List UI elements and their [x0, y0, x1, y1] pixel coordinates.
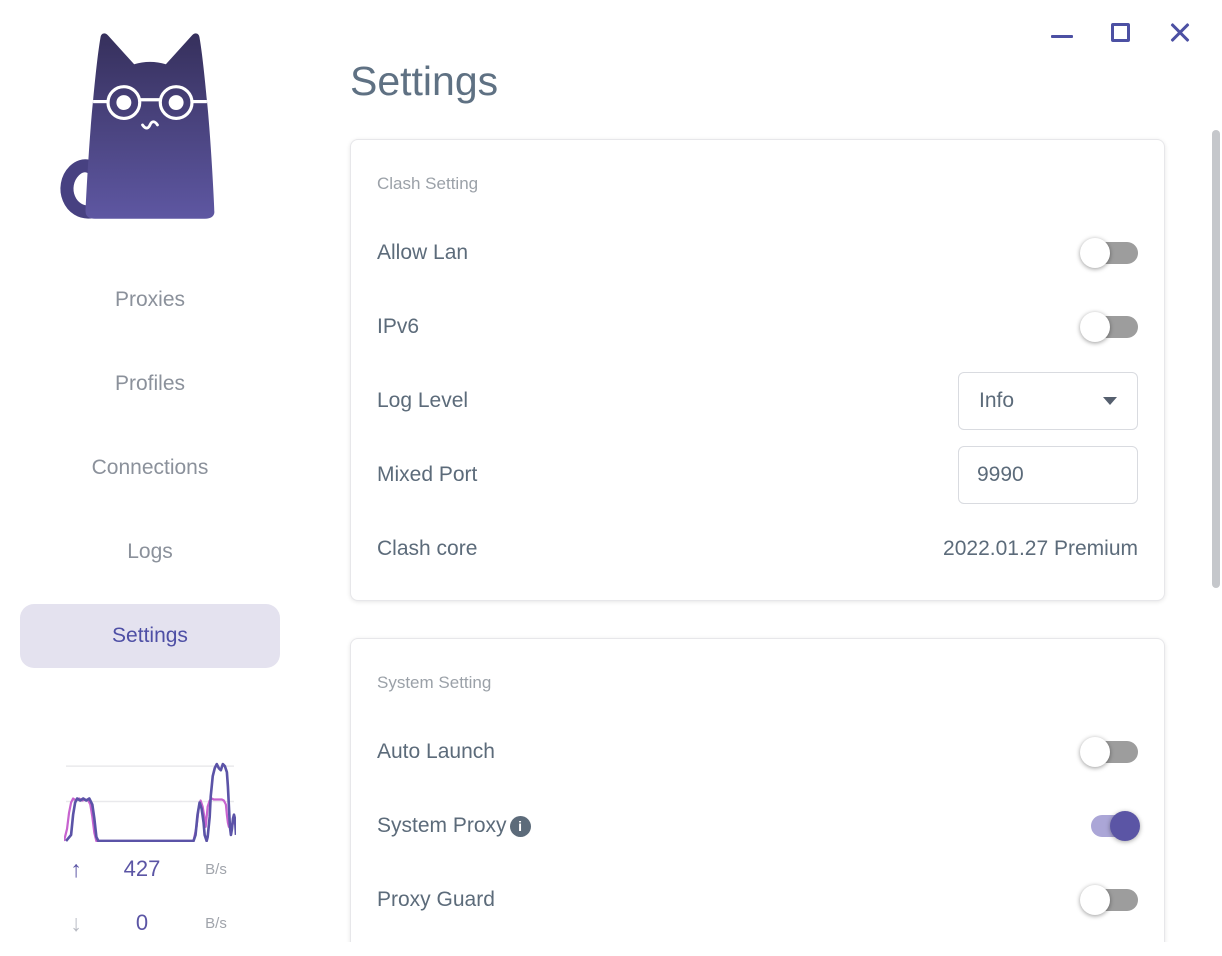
- ipv6-row: IPv6: [377, 290, 1138, 364]
- clash-cat-logo: [60, 33, 215, 219]
- clash-core-label: Clash core: [377, 537, 478, 560]
- sidebar-item-settings[interactable]: Settings: [20, 604, 280, 668]
- auto-launch-toggle[interactable]: [1080, 735, 1138, 769]
- upload-speed-value: 427: [123, 856, 161, 881]
- toggle-knob: [1110, 811, 1140, 841]
- clash-core-row: Clash core 2022.01.27 Premium: [377, 512, 1138, 586]
- sidebar-item-proxies[interactable]: Proxies: [114, 288, 186, 311]
- download-arrow-icon: ↓: [70, 909, 82, 936]
- maximize-button[interactable]: [1111, 22, 1130, 42]
- close-button[interactable]: [1168, 20, 1192, 44]
- scrollbar-thumb[interactable]: [1212, 130, 1220, 588]
- sidebar: Proxies Profiles Connections Logs Settin…: [0, 0, 300, 956]
- cat-mouth: [141, 120, 159, 130]
- log-level-row: Log Level Info: [377, 364, 1138, 438]
- download-speed-unit: B/s: [205, 914, 227, 932]
- system-proxy-label: System Proxy i: [377, 814, 531, 838]
- upload-speed-unit: B/s: [205, 860, 227, 878]
- log-level-label: Log Level: [377, 389, 469, 412]
- toggle-knob: [1080, 238, 1110, 268]
- log-level-select[interactable]: Info: [958, 372, 1138, 430]
- toggle-knob: [1080, 312, 1110, 342]
- download-speed-row: ↓ 0 B/s: [0, 896, 300, 950]
- proxy-guard-row: Proxy Guard: [377, 863, 1138, 937]
- minimize-button[interactable]: [1051, 34, 1073, 38]
- sidebar-item-connections[interactable]: Connections: [91, 456, 209, 479]
- system-proxy-toggle[interactable]: [1080, 809, 1140, 843]
- proxy-guard-toggle[interactable]: [1080, 883, 1138, 917]
- toggle-knob: [1080, 885, 1110, 915]
- mixed-port-input[interactable]: [958, 446, 1138, 504]
- upload-arrow-icon: ↑: [70, 855, 82, 882]
- settings-page: Settings Clash Setting Allow Lan IPv6 Lo…: [300, 0, 1222, 942]
- mixed-port-label: Mixed Port: [377, 463, 478, 486]
- page-title: Settings: [350, 58, 499, 104]
- ipv6-toggle[interactable]: [1080, 310, 1138, 344]
- clash-core-version: 2022.01.27 Premium: [943, 537, 1138, 560]
- allow-lan-row: Allow Lan: [377, 216, 1138, 290]
- upload-series-line: [65, 762, 236, 842]
- system-setting-card: System Setting Auto Launch System Proxy …: [350, 638, 1165, 942]
- upload-speed-row: ↑ 427 B/s: [0, 842, 300, 896]
- cat-glasses: [93, 85, 207, 120]
- system-proxy-label-text: System Proxy: [377, 814, 507, 837]
- cat-eye-left: [116, 95, 132, 110]
- system-setting-section-label: System Setting: [377, 673, 492, 692]
- traffic-sparkline: [64, 762, 236, 842]
- sidebar-nav: Proxies Profiles Connections Logs Settin…: [0, 268, 300, 668]
- window-controls: [1051, 20, 1192, 44]
- auto-launch-label: Auto Launch: [377, 740, 495, 763]
- system-proxy-row: System Proxy i: [377, 789, 1140, 863]
- log-level-selected-value: Info: [979, 389, 1015, 412]
- allow-lan-label: Allow Lan: [377, 241, 469, 264]
- proxy-guard-label: Proxy Guard: [377, 888, 495, 911]
- allow-lan-toggle[interactable]: [1080, 236, 1138, 270]
- mixed-port-row: Mixed Port: [377, 438, 1138, 512]
- cat-eye-right: [168, 95, 184, 110]
- clash-setting-card: Clash Setting Allow Lan IPv6 Log Level I…: [350, 139, 1165, 601]
- sidebar-item-profiles[interactable]: Profiles: [114, 372, 186, 395]
- clash-setting-section-label: Clash Setting: [377, 174, 479, 193]
- chevron-down-icon: [1103, 397, 1117, 405]
- ipv6-label: IPv6: [377, 315, 420, 338]
- info-icon[interactable]: i: [509, 815, 531, 837]
- toggle-knob: [1080, 737, 1110, 767]
- sidebar-item-logs[interactable]: Logs: [127, 540, 173, 563]
- auto-launch-row: Auto Launch: [377, 715, 1138, 789]
- traffic-panel: ↑ 427 B/s ↓ 0 B/s: [0, 756, 300, 950]
- download-speed-value: 0: [135, 910, 149, 935]
